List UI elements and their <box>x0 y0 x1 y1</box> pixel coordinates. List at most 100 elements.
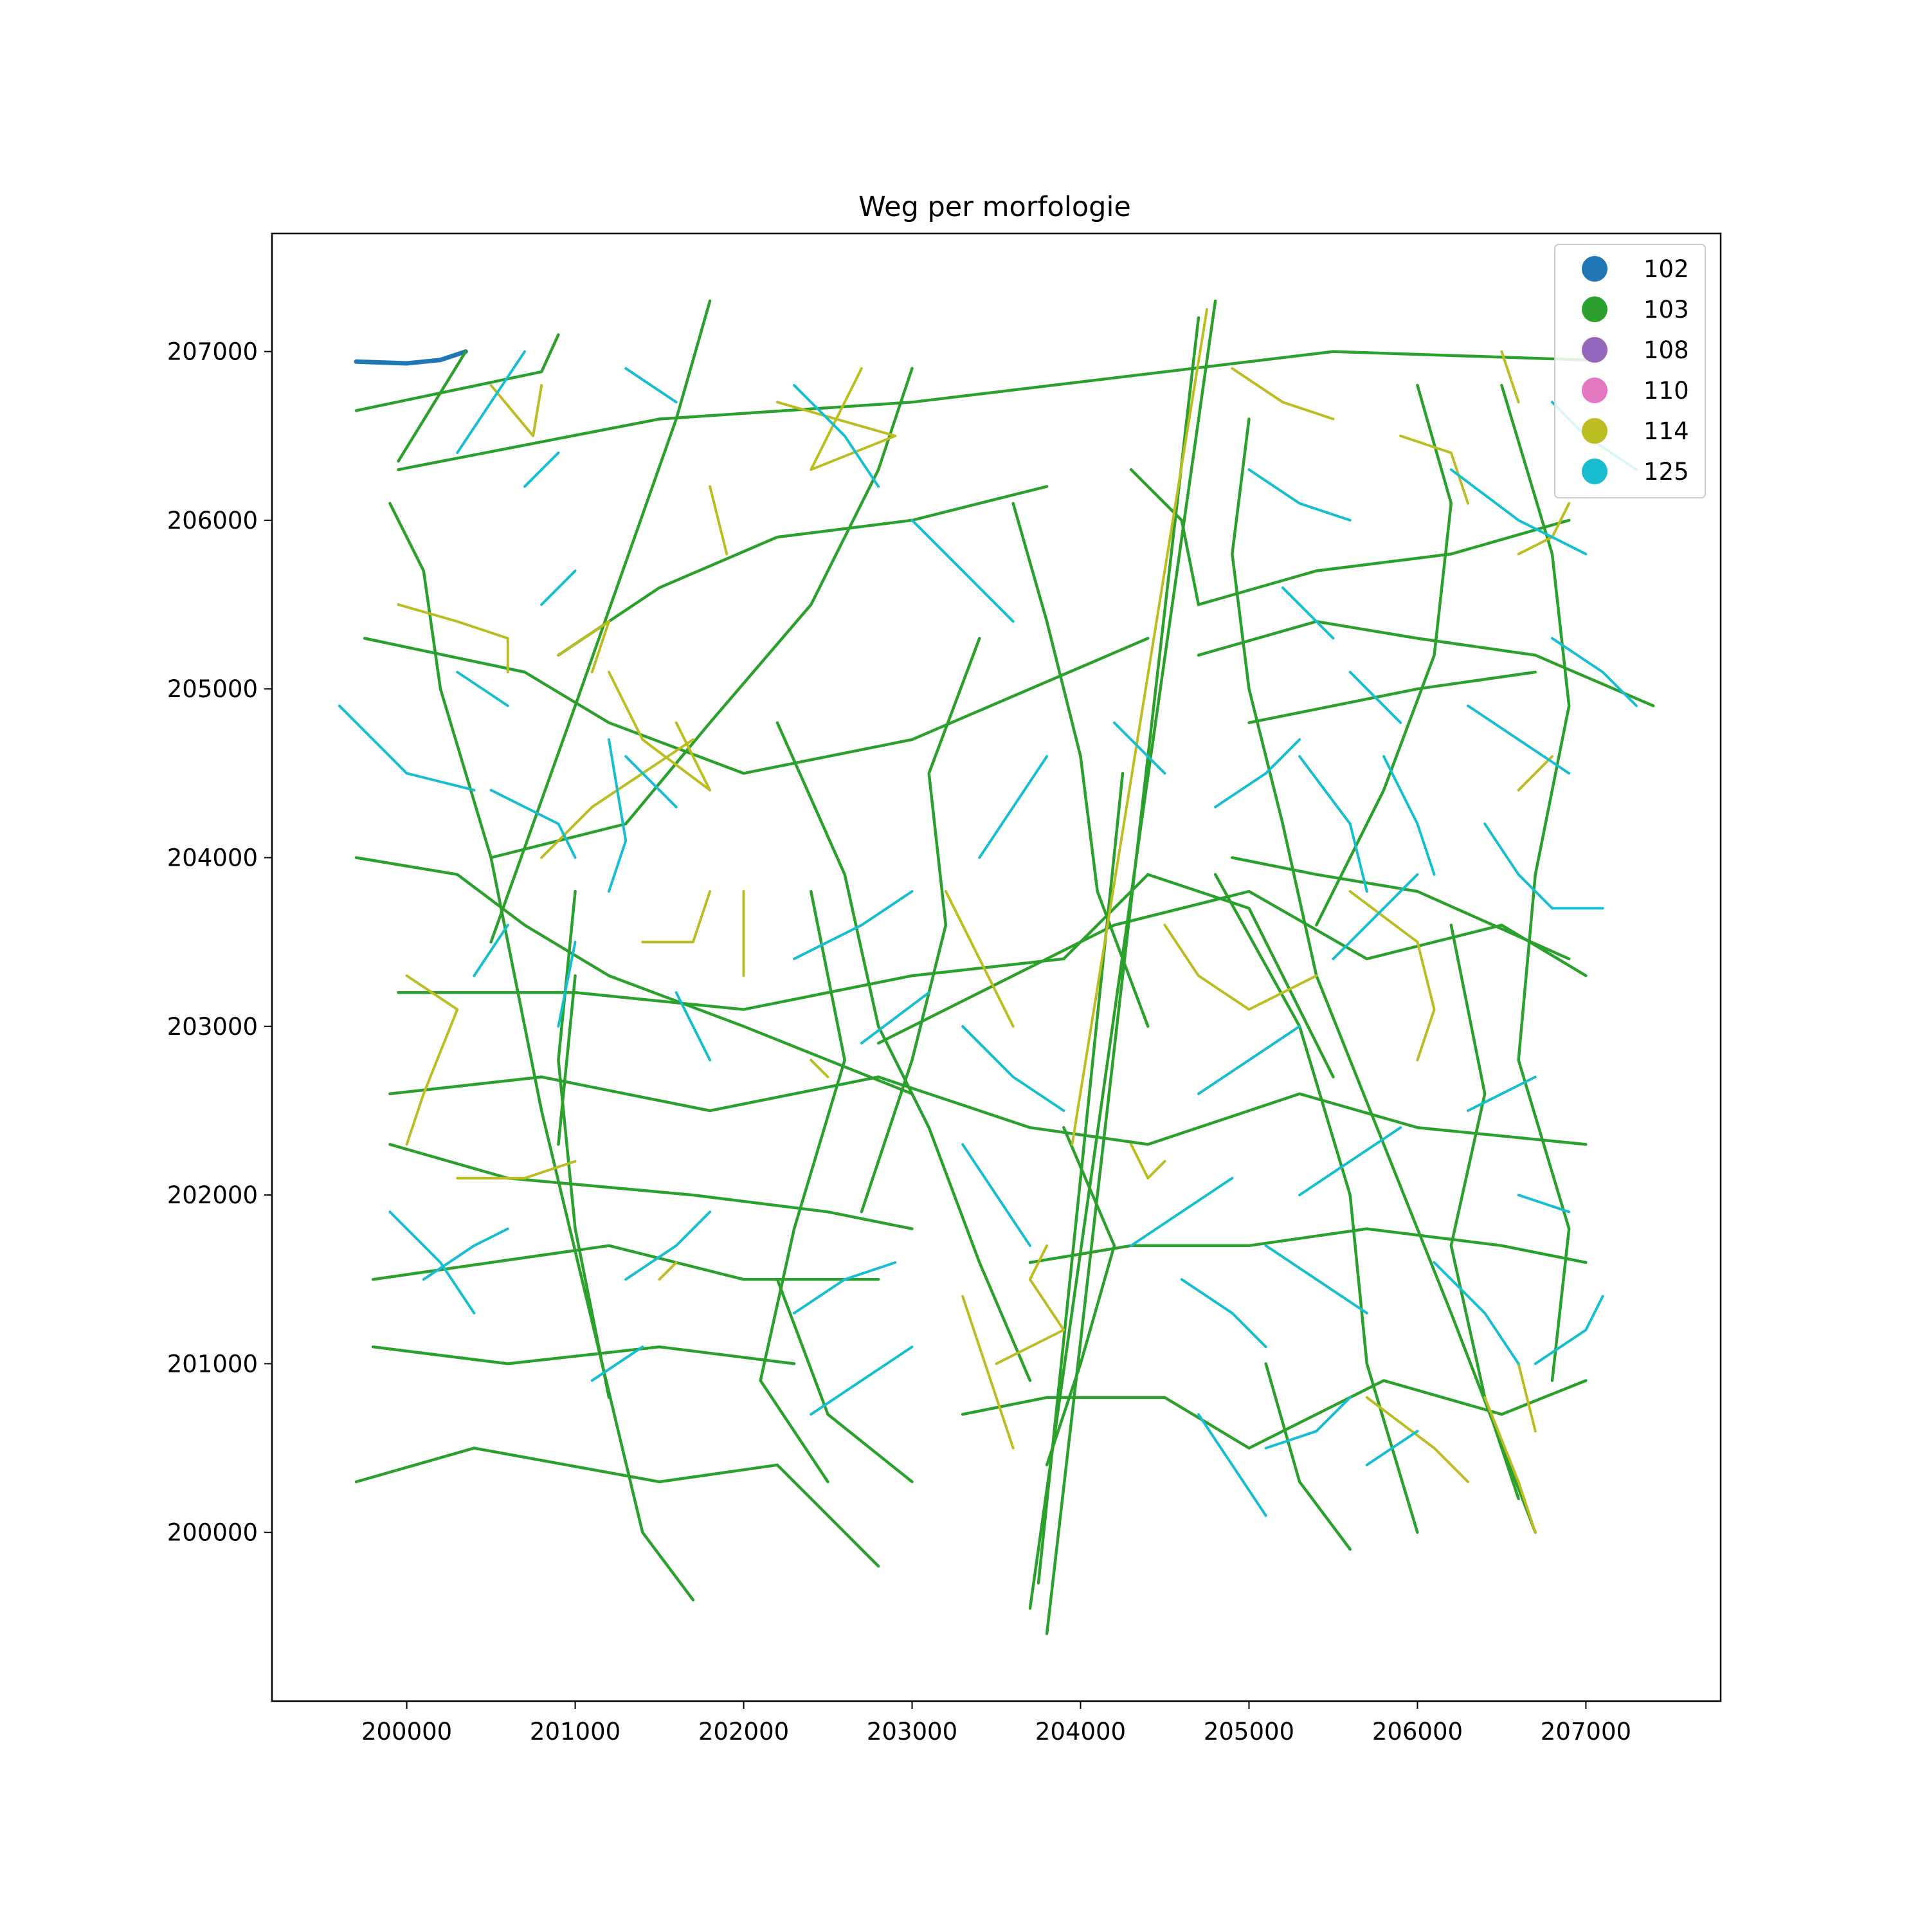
road-segment-125 <box>1348 671 1402 724</box>
road-class-114 <box>397 308 1571 1534</box>
road-segment-114 <box>1231 367 1335 421</box>
road-segment-114 <box>557 620 610 673</box>
road-segment-103 <box>557 974 577 1146</box>
road-segment-125 <box>540 569 577 606</box>
road-segment-125 <box>793 890 914 960</box>
road-segment-114 <box>397 603 509 673</box>
road-segment-125 <box>1517 1194 1571 1214</box>
road-segment-125 <box>489 788 577 859</box>
y-tick-label: 204000 <box>167 844 258 872</box>
road-segment-125 <box>338 704 476 792</box>
road-segment-103 <box>1062 873 1335 1079</box>
road-segment-103 <box>1129 468 1200 606</box>
road-segment-114 <box>641 890 712 943</box>
y-tick-label: 206000 <box>167 507 258 534</box>
road-segment-125 <box>910 518 1015 623</box>
road-segment-125 <box>1449 468 1588 556</box>
road-segment-103 <box>1449 924 1520 1500</box>
x-axis: 200000 201000 202000 203000 204000 205000 2060… <box>361 1701 1631 1745</box>
road-segment-114 <box>489 384 543 437</box>
road-segment-103 <box>876 889 1588 1045</box>
road-segment-103 <box>557 485 1049 657</box>
road-segment-103 <box>1500 383 1571 1382</box>
road-segment-125 <box>1298 755 1368 893</box>
road-segment-103 <box>1011 502 1150 1028</box>
road-segment-125 <box>422 1227 509 1281</box>
road-segment-103 <box>759 889 846 1484</box>
road-segment-125 <box>1247 468 1352 522</box>
road-segment-103 <box>775 721 1032 1382</box>
road-segment-103 <box>1264 1362 1352 1551</box>
legend: 102 103 108 110 114 125 <box>1554 244 1706 498</box>
road-segment-125 <box>1382 755 1436 876</box>
road-segment-125 <box>978 755 1049 859</box>
road-segment-103 <box>371 1244 880 1281</box>
road-segment-103 <box>1213 873 1419 1534</box>
y-tick-label: 202000 <box>167 1181 258 1209</box>
legend-marker <box>1582 296 1608 322</box>
road-segment-102 <box>354 349 468 366</box>
road-segment-103 <box>397 350 467 463</box>
x-tick-label: 203000 <box>867 1718 957 1745</box>
road-segment-103 <box>363 637 1150 775</box>
road-segment-125 <box>624 367 678 404</box>
x-tick-label: 204000 <box>1035 1718 1126 1745</box>
x-tick-label: 201000 <box>530 1718 620 1745</box>
road-segment-103 <box>1197 518 1571 606</box>
x-tick-label: 205000 <box>1204 1718 1294 1745</box>
road-segment-125 <box>675 991 712 1062</box>
road-segment-114 <box>709 485 729 556</box>
road-segment-125 <box>1551 637 1638 707</box>
road-segment-103 <box>489 299 712 943</box>
road-segment-114 <box>775 367 897 471</box>
y-tick-label: 205000 <box>167 675 258 703</box>
road-segment-125 <box>860 991 930 1044</box>
x-tick-label: 207000 <box>1541 1718 1631 1745</box>
road-segment-103 <box>371 1345 796 1365</box>
road-segment-125 <box>810 1345 914 1416</box>
road-segment-125 <box>1264 1244 1368 1315</box>
road-segment-103 <box>354 1446 880 1568</box>
chart-title: Weg per morfologie <box>858 191 1131 223</box>
road-network <box>338 299 1655 1636</box>
road-segment-103 <box>489 367 914 859</box>
road-segment-125 <box>557 940 577 1028</box>
road-segment-125 <box>961 1025 1015 1079</box>
road-segment-125 <box>608 738 628 893</box>
y-tick-label: 200000 <box>167 1519 258 1547</box>
road-segment-114 <box>810 1059 829 1079</box>
legend-marker <box>1582 378 1608 403</box>
road-segment-125 <box>1433 1261 1520 1365</box>
road-segment-103 <box>557 889 611 1399</box>
road-segment-103 <box>397 350 1588 471</box>
road-segment-114 <box>1517 1362 1537 1433</box>
road-segment-125 <box>1332 873 1419 960</box>
road-segment-125 <box>1281 586 1335 640</box>
legend-label: 103 <box>1644 296 1689 324</box>
road-segment-103 <box>354 333 560 412</box>
road-segment-125 <box>1483 823 1553 910</box>
road-segment-125 <box>473 924 509 978</box>
road-segment-125 <box>1298 1126 1402 1197</box>
road-segment-114 <box>1517 755 1553 792</box>
road-segment-103 <box>1045 1125 1116 1467</box>
road-segment-103 <box>397 957 1065 1011</box>
road-segment-114 <box>1500 350 1520 404</box>
road-segment-125 <box>793 384 880 488</box>
road-segment-125 <box>1180 1278 1267 1349</box>
road-segment-103 <box>1247 670 1537 724</box>
road-segment-103 <box>388 1075 1588 1146</box>
road-segment-125 <box>1365 1430 1419 1466</box>
road-class-103 <box>354 299 1655 1636</box>
road-segment-114 <box>658 1261 678 1281</box>
road-segment-114 <box>1348 890 1436 1062</box>
x-tick-label: 206000 <box>1372 1718 1463 1745</box>
legend-marker <box>1582 459 1608 484</box>
legend-marker <box>1582 418 1608 444</box>
road-segment-125 <box>624 755 678 808</box>
road-segment-125 <box>1197 1413 1267 1517</box>
legend-marker <box>1582 337 1608 363</box>
road-segment-114 <box>608 671 712 792</box>
road-segment-125 <box>1197 1025 1301 1095</box>
legend-label: 114 <box>1644 417 1689 445</box>
